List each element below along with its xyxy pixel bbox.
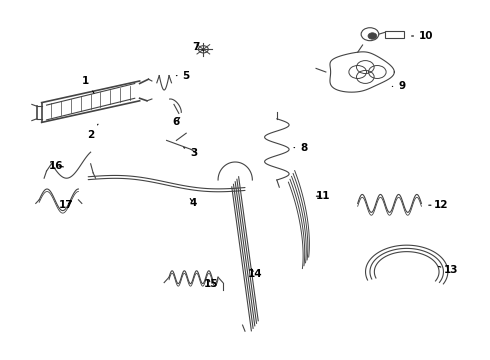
Text: 12: 12	[429, 200, 448, 210]
Circle shape	[368, 33, 377, 39]
Text: 8: 8	[294, 143, 307, 153]
Bar	[385, 31, 404, 38]
Text: 11: 11	[316, 191, 331, 201]
Text: 17: 17	[59, 200, 74, 210]
Text: 7: 7	[192, 42, 203, 52]
Text: 16: 16	[49, 161, 64, 171]
Text: 1: 1	[82, 76, 94, 93]
Text: 15: 15	[203, 279, 218, 289]
Text: 6: 6	[173, 117, 180, 127]
Text: 13: 13	[439, 265, 458, 275]
Text: 9: 9	[392, 81, 405, 91]
Text: 4: 4	[190, 198, 197, 208]
Text: 2: 2	[87, 124, 98, 140]
Text: 10: 10	[412, 31, 434, 41]
Text: 14: 14	[247, 269, 262, 279]
Text: 3: 3	[184, 148, 197, 158]
Text: 5: 5	[176, 71, 190, 81]
